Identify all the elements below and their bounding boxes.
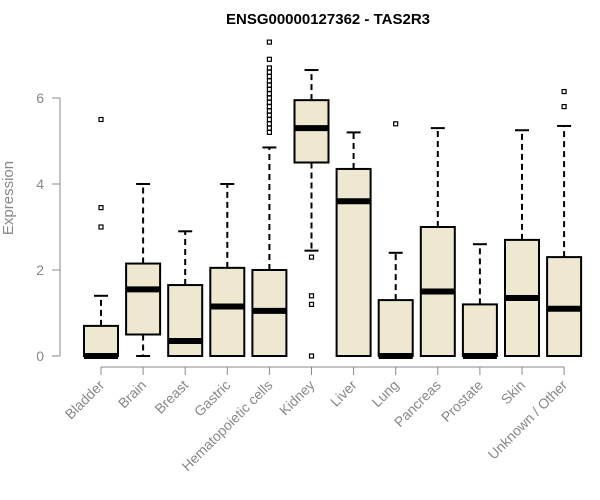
- x-category-label: Bladder: [62, 377, 108, 423]
- x-category-label: Liver: [327, 377, 360, 410]
- outlier-point: [266, 103, 272, 110]
- box-rect: [335, 167, 372, 357]
- outlier-point: [266, 73, 272, 80]
- outlier-point: [308, 353, 315, 359]
- box-2: [167, 230, 204, 357]
- x-category-label: Breast: [151, 377, 191, 417]
- outlier-point: [98, 116, 104, 123]
- box-rect: [83, 324, 119, 357]
- x-category-label: Unknown / Other: [485, 377, 571, 463]
- box-rect: [377, 299, 414, 358]
- outlier-point: [98, 205, 104, 211]
- outlier-point: [266, 82, 272, 88]
- outlier-point: [266, 78, 272, 84]
- box-3: [209, 183, 246, 358]
- box-1: [125, 183, 162, 357]
- y-tick-label: 6: [36, 90, 44, 106]
- box-7: [377, 121, 414, 359]
- x-category-label: Brain: [115, 377, 149, 411]
- outlier-point: [561, 88, 567, 95]
- outlier-point: [308, 293, 315, 299]
- box-0: [83, 116, 119, 359]
- outlier-point: [266, 99, 272, 105]
- box-8: [419, 127, 456, 357]
- outlier-point: [266, 91, 272, 97]
- x-category-label: Prostate: [438, 377, 486, 425]
- outlier-point: [266, 69, 272, 75]
- outlier-point: [98, 224, 104, 230]
- box-rect: [167, 284, 204, 357]
- x-category-label: Pancreas: [391, 377, 444, 430]
- outlier-point: [266, 129, 272, 135]
- outlier-point: [266, 86, 272, 93]
- outlier-point: [266, 39, 272, 45]
- y-tick-label: 0: [36, 348, 44, 364]
- box-rect: [209, 266, 246, 358]
- box-rect: [293, 99, 330, 164]
- x-category-label: Lung: [368, 377, 401, 410]
- outlier-point: [266, 56, 272, 62]
- y-tick-label: 2: [36, 262, 44, 278]
- box-rect: [461, 303, 498, 357]
- x-category-label: Skin: [498, 377, 529, 408]
- box-10: [504, 129, 540, 357]
- outlier-point: [266, 125, 272, 131]
- box-9: [461, 243, 498, 359]
- outlier-point: [266, 108, 272, 114]
- outlier-point: [266, 116, 272, 123]
- outlier-point: [266, 95, 272, 101]
- box-rect: [125, 262, 162, 336]
- box-4: [251, 39, 288, 357]
- box-6: [335, 131, 372, 357]
- outlier-point: [266, 121, 272, 127]
- outlier-point: [393, 121, 399, 127]
- outlier-point: [561, 103, 567, 110]
- chart-title: ENSG00000127362 - TAS2R3: [226, 11, 430, 28]
- y-axis: 0 2 4 6: [36, 90, 61, 364]
- y-axis-label: Expression: [0, 161, 17, 235]
- outlier-point: [308, 254, 315, 260]
- box-5: [293, 69, 330, 359]
- outlier-point: [308, 301, 315, 307]
- boxes-group: [83, 39, 583, 359]
- outlier-point: [266, 65, 272, 71]
- y-tick-label: 4: [36, 176, 44, 192]
- x-category-label: Kidney: [276, 377, 318, 419]
- box-11: [546, 88, 583, 358]
- outlier-point: [266, 112, 272, 118]
